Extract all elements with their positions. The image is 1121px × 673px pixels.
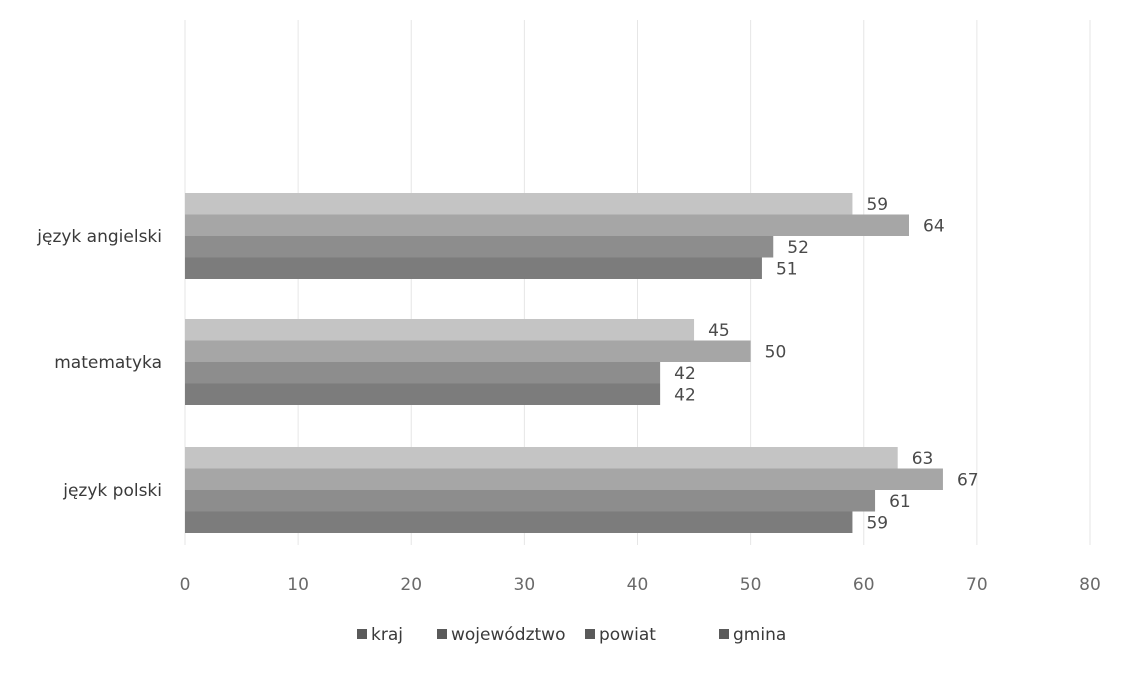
category-labels: język polski matematyka język angielski	[36, 227, 162, 501]
data-label: 45	[708, 321, 730, 341]
x-tick-label: 0	[180, 575, 191, 595]
data-label: 64	[923, 216, 945, 236]
x-tick-label: 30	[514, 575, 536, 595]
data-label: 63	[912, 449, 934, 469]
data-label: 51	[776, 259, 798, 279]
data-label: 59	[866, 195, 888, 215]
bars	[185, 193, 943, 533]
data-label: 61	[889, 492, 911, 512]
bar-kraj-0	[185, 447, 898, 469]
data-label: 50	[765, 342, 787, 362]
category-label: język polski	[62, 481, 162, 501]
x-tick-label: 50	[740, 575, 762, 595]
data-label: 67	[957, 470, 979, 490]
bar-województwo-1	[185, 340, 751, 362]
legend-label: województwo	[451, 625, 565, 645]
bar-kraj-1	[185, 319, 695, 341]
category-label: język angielski	[36, 227, 162, 247]
bar-gmina-1	[185, 383, 661, 405]
data-label: 42	[674, 364, 696, 384]
legend-swatch	[585, 629, 595, 639]
x-tick-labels: 0 10 20 30 40 50 60 70 80	[180, 575, 1101, 595]
bar-powiat-1	[185, 362, 661, 384]
x-tick-label: 60	[853, 575, 875, 595]
legend-swatch	[357, 629, 367, 639]
legend-swatch	[719, 629, 729, 639]
bar-gmina-0	[185, 511, 853, 533]
data-label: 59	[866, 513, 888, 533]
bar-województwo-2	[185, 214, 909, 236]
bar-gmina-2	[185, 257, 762, 279]
legend: kraj województwo powiat gmina	[357, 625, 786, 645]
bar-kraj-2	[185, 193, 853, 215]
legend-label: kraj	[371, 625, 403, 645]
data-label: 52	[787, 238, 809, 258]
gridlines	[184, 20, 1091, 545]
x-tick-label: 80	[1079, 575, 1101, 595]
x-tick-label: 40	[627, 575, 649, 595]
legend-label: powiat	[599, 625, 656, 645]
legend-label: gmina	[733, 625, 786, 645]
x-tick-label: 10	[287, 575, 309, 595]
bar-powiat-0	[185, 490, 876, 512]
data-label: 42	[674, 385, 696, 405]
bar-powiat-2	[185, 236, 774, 258]
x-tick-label: 70	[966, 575, 988, 595]
x-tick-label: 20	[400, 575, 422, 595]
bar-województwo-0	[185, 468, 943, 490]
category-label: matematyka	[54, 353, 162, 373]
legend-swatch	[437, 629, 447, 639]
